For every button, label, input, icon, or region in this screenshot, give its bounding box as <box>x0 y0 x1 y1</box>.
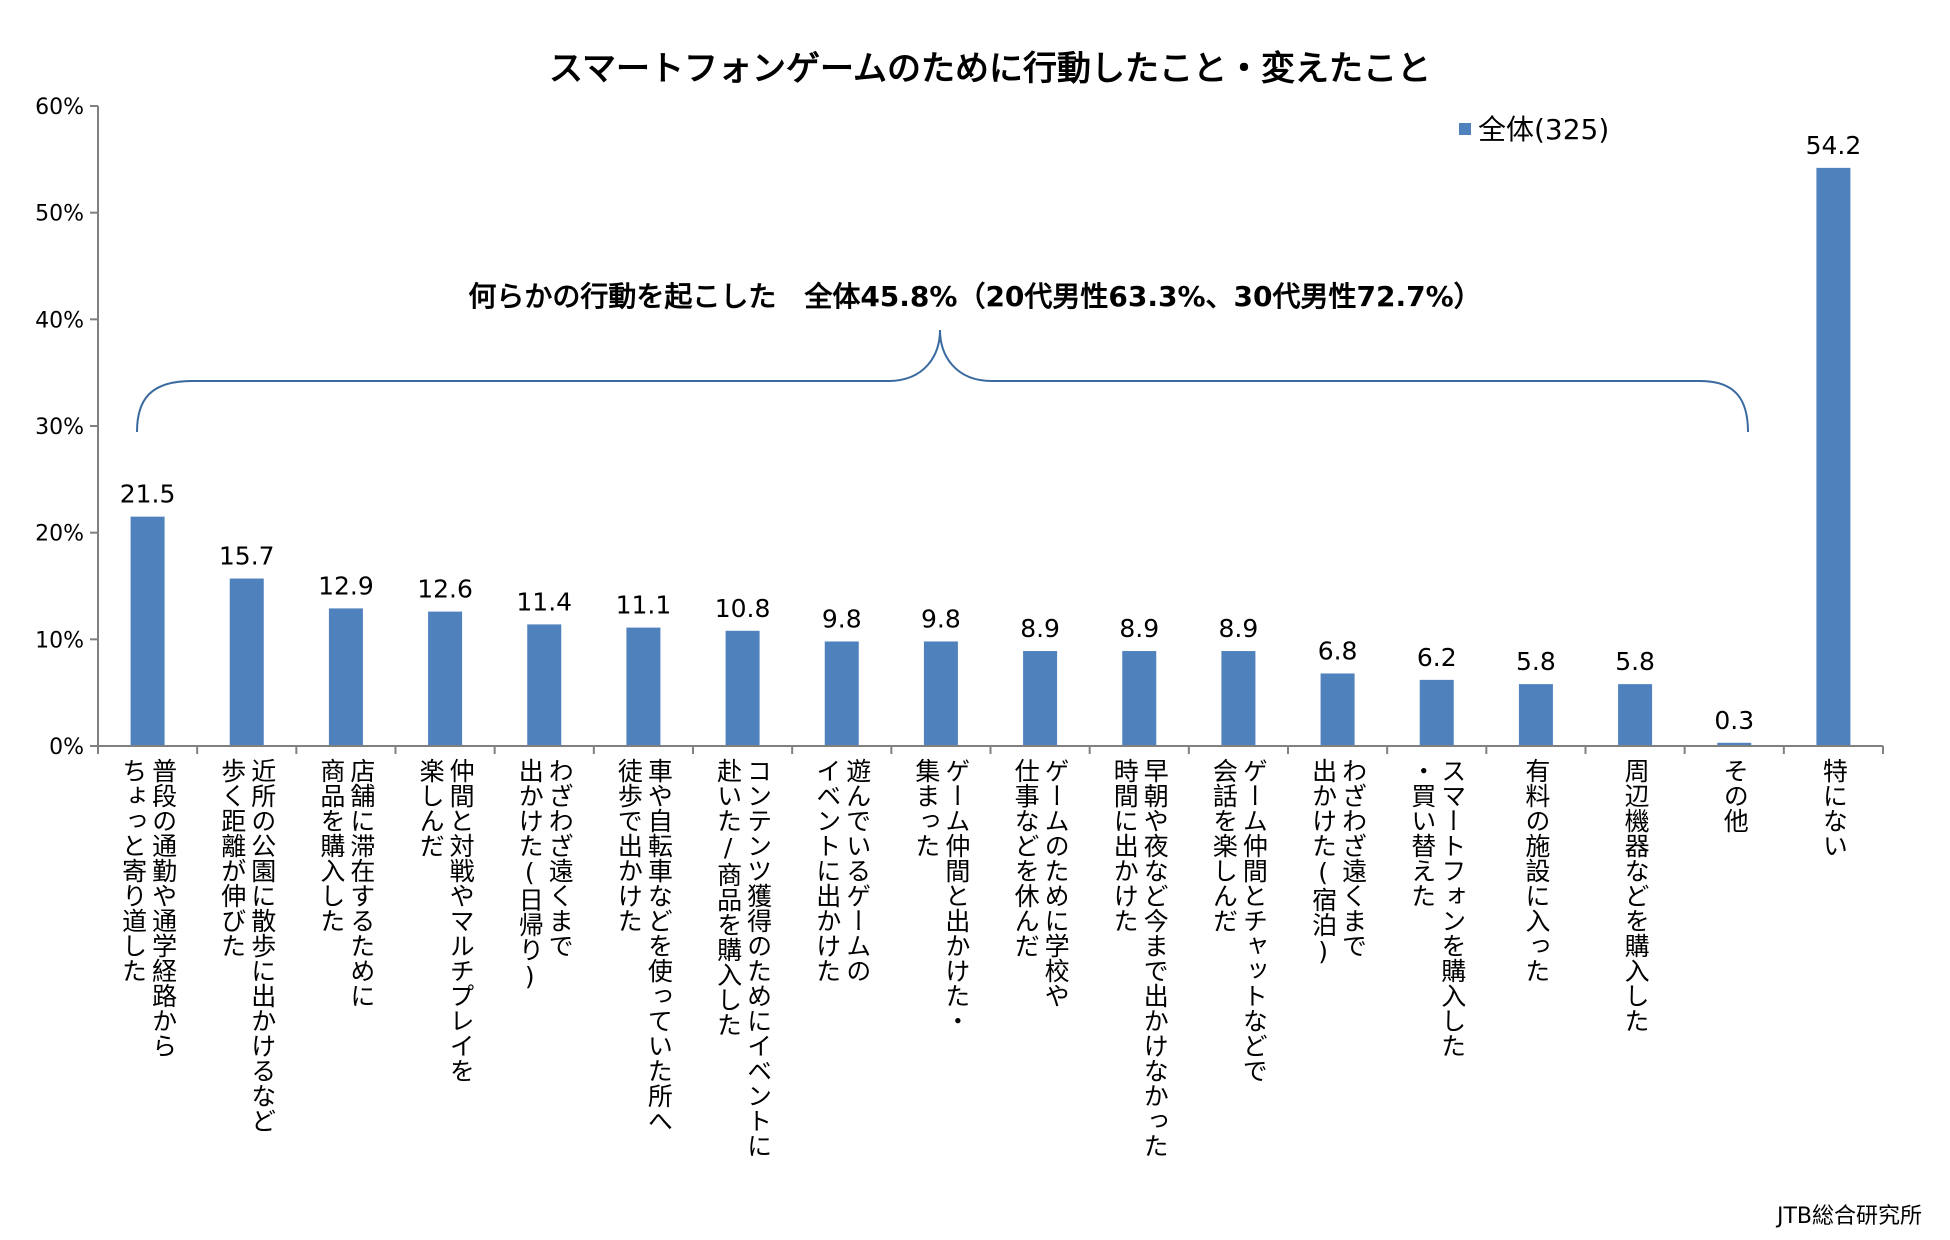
category-label: 有料の施設に入った <box>1521 758 1551 983</box>
y-tick-label: 60% <box>35 95 84 120</box>
bars <box>130 167 1851 746</box>
bar-value-label: 8.9 <box>1020 614 1060 643</box>
bar-value-label: 5.8 <box>1516 647 1556 676</box>
bar-value-label: 21.5 <box>120 480 176 509</box>
y-tick-label: 10% <box>35 628 84 653</box>
category-label: コンテンツ獲得のためにイベントに 赴いた/商品を購入した <box>713 758 773 1158</box>
source-credit: JTB総合研究所 <box>1776 1204 1922 1229</box>
category-label: ゲーム仲間と出かけた・ 集まった <box>911 758 971 1033</box>
legend: 全体(325) <box>1459 113 1609 146</box>
category-label: スマートフォンを購入した ・買い替えた <box>1407 758 1467 1058</box>
category-label: わざわざ遠くまで 出かけた(日帰り) <box>515 758 575 991</box>
bar-value-label: 54.2 <box>1806 131 1862 160</box>
bar <box>527 624 562 746</box>
category-label: 特にない <box>1819 758 1849 858</box>
category-label: 仲間と対戦やマルチプレイを 楽しんだ <box>416 758 476 1083</box>
bar <box>130 516 165 746</box>
annotation-brace <box>136 329 1749 433</box>
bar-value-label: 6.2 <box>1417 643 1457 672</box>
y-tick-label: 0% <box>49 735 84 760</box>
y-tick-label: 30% <box>35 415 84 440</box>
y-tick-label: 50% <box>35 202 84 227</box>
category-label: 近所の公園に散歩に出かけるなど 歩く距離が伸びた <box>217 758 277 1133</box>
bar <box>229 578 264 746</box>
bar <box>328 608 363 746</box>
bar-value-label: 5.8 <box>1615 647 1655 676</box>
bar-value-label: 9.8 <box>822 604 862 633</box>
x-ticks <box>97 746 1884 754</box>
legend-swatch <box>1459 123 1471 135</box>
category-label: 周辺機器などを購入した <box>1621 758 1651 1033</box>
bar-value-label: 6.8 <box>1318 636 1358 665</box>
bar-value-label: 11.4 <box>516 587 572 616</box>
bar <box>1518 684 1553 746</box>
bar <box>626 627 661 746</box>
bar <box>428 611 463 746</box>
bar <box>1419 679 1454 746</box>
bar-value-label: 15.7 <box>219 542 275 571</box>
bar-value-label: 10.8 <box>715 594 771 623</box>
bar <box>1816 167 1851 746</box>
chart-title: スマートフォンゲームのために行動したこと・変えたこと <box>549 49 1431 89</box>
y-axis: 0% 10% 20% 30% 40% 50% 60% <box>35 95 98 760</box>
bar <box>1618 684 1653 746</box>
bar <box>923 641 958 746</box>
bar <box>1717 742 1752 746</box>
bar <box>1320 673 1355 746</box>
bar-value-label: 11.1 <box>616 591 672 620</box>
annotation-text: 何らかの行動を起こした 全体45.8%（20代男性63.3%、30代男性72.7… <box>468 280 1481 313</box>
bar <box>824 641 859 746</box>
category-label: 店舗に滞在するために 商品を購入した <box>316 758 376 1008</box>
category-label: 普段の通勤や通学経路から ちょっと寄り道した <box>118 758 178 1058</box>
bar-value-label: 9.8 <box>921 604 961 633</box>
bar-value-label: 12.9 <box>318 571 374 600</box>
category-label: ゲームのために学校や 仕事などを休んだ <box>1011 758 1071 1008</box>
y-tick-label: 40% <box>35 308 84 333</box>
category-label: その他 <box>1720 758 1750 833</box>
bar-value-labels: 21.5 15.7 12.9 12.6 11.4 11.1 10.8 9.8 9.8 8.9 8.9… <box>120 131 1862 735</box>
bar-value-label: 8.9 <box>1119 614 1159 643</box>
bar-value-label: 8.9 <box>1219 614 1259 643</box>
category-label: 遊んでいるゲームの イベントに出かけた <box>812 758 872 983</box>
category-label: 早朝や夜など今まで出かけなかった 時間に出かけた <box>1110 758 1170 1158</box>
category-label: ゲーム仲間とチャットなどで 会話を楽しんだ <box>1209 758 1269 1083</box>
bar-value-label: 12.6 <box>417 575 473 604</box>
bar-value-label: 0.3 <box>1714 706 1754 735</box>
bar <box>725 630 760 746</box>
annotation-group: 何らかの行動を起こした 全体45.8%（20代男性63.3%、30代男性72.7… <box>136 280 1749 433</box>
y-tick-label: 20% <box>35 522 84 547</box>
bar <box>1023 651 1058 746</box>
category-label: 車や自転車などを使っていた所へ 徒歩で出かけた <box>614 758 674 1133</box>
bar <box>1221 651 1256 746</box>
bar <box>1122 651 1157 746</box>
category-label: わざわざ遠くまで 出かけた(宿泊) <box>1308 758 1368 966</box>
legend-label: 全体(325) <box>1478 113 1609 146</box>
